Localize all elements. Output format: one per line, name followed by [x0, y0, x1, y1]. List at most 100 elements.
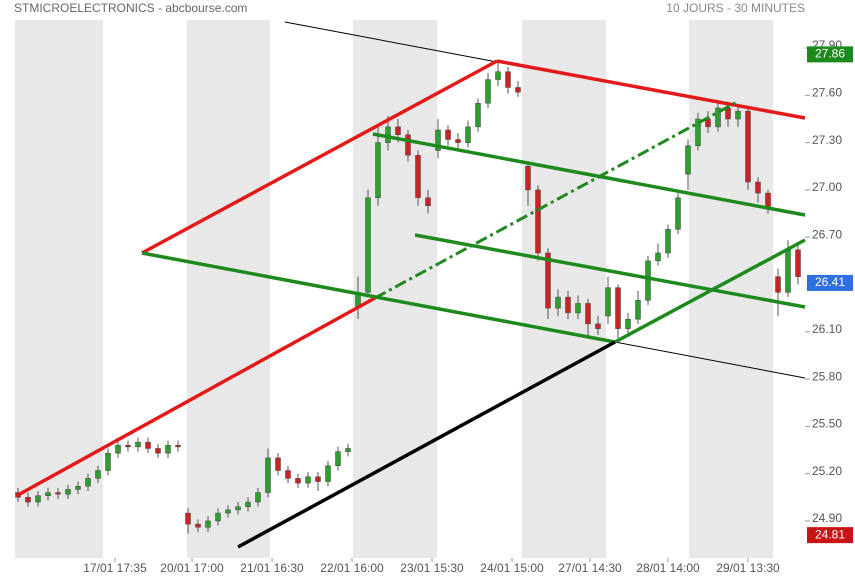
support-line: [237, 340, 616, 549]
candle-body: [695, 118, 701, 147]
price-label: 27.86: [815, 47, 845, 61]
median-line: [284, 21, 498, 63]
candle-body: [745, 110, 751, 183]
green-line: [372, 132, 806, 217]
candle-body: [625, 318, 631, 329]
candle-body: [785, 249, 791, 293]
candle-body: [465, 126, 471, 143]
candle-body: [75, 486, 81, 490]
candle-body: [605, 287, 611, 317]
candle-body: [315, 476, 321, 482]
candle-body: [45, 492, 51, 496]
candle-body: [245, 501, 251, 508]
candle-body: [505, 71, 511, 88]
candle-body: [515, 87, 521, 93]
candle-body: [225, 509, 231, 514]
x-tick-label: 24/01 15:00: [480, 561, 544, 575]
x-tick-label: 21/01 16:30: [240, 561, 304, 575]
chart-subtitle: 10 JOURS - 30 MINUTES: [666, 1, 805, 15]
session-band: [522, 20, 606, 558]
candle-body: [175, 445, 181, 448]
red-line: [496, 59, 806, 120]
candle-body: [755, 181, 761, 194]
x-tick-label: 28/01 14:00: [636, 561, 700, 575]
price-label: 24.81: [815, 527, 845, 541]
candle-body: [675, 197, 681, 230]
x-tick-label: 23/01 15:30: [400, 561, 464, 575]
candle-body: [205, 520, 211, 528]
candle-body: [195, 523, 201, 528]
price-label-box: [807, 46, 853, 63]
candle-body: [265, 457, 271, 493]
candle-body: [105, 452, 111, 471]
y-tick-label: 26.10: [812, 322, 842, 336]
chart-title: STMICROELECTRONICS - abcbourse.com: [14, 1, 247, 15]
x-tick-label: 20/01 17:00: [160, 561, 224, 575]
price-label-box: [807, 274, 853, 291]
candle-body: [735, 110, 741, 120]
x-tick-label: 22/01 16:00: [320, 561, 384, 575]
candle-body: [95, 470, 101, 479]
candle-body: [645, 260, 651, 301]
y-tick-label: 25.80: [812, 369, 842, 383]
red-line: [17, 296, 376, 497]
candle-body: [565, 296, 571, 314]
median-line: [614, 341, 806, 379]
candle-body: [405, 134, 411, 156]
candle-body: [65, 489, 71, 495]
candle-body: [145, 441, 151, 449]
candle-body: [345, 448, 351, 452]
candle-body: [655, 252, 661, 262]
candle-body: [575, 303, 581, 314]
candle-body: [55, 492, 61, 495]
y-tick-label: 25.20: [812, 464, 842, 478]
y-tick-label: 25.50: [812, 417, 842, 431]
candle-body: [365, 197, 371, 293]
y-tick-label: 27.00: [812, 180, 842, 194]
candle-body: [85, 478, 91, 487]
y-tick-label: 26.70: [812, 227, 842, 241]
candle-body: [495, 71, 501, 80]
session-band: [15, 20, 103, 558]
y-tick-label: 27.30: [812, 133, 842, 147]
candle-body: [545, 252, 551, 309]
y-tick-label: 24.90: [812, 511, 842, 525]
candle-body: [185, 512, 191, 525]
candle-body: [525, 166, 531, 191]
green-line: [614, 238, 806, 344]
y-tick-label: 27.60: [812, 86, 842, 100]
candle-body: [725, 107, 731, 120]
candle-body: [555, 296, 561, 309]
candle-body: [375, 142, 381, 199]
candle-body: [335, 451, 341, 467]
x-tick-label: 27/01 14:30: [558, 561, 622, 575]
candle-body: [435, 129, 441, 151]
candle-body: [135, 441, 141, 448]
candle-body: [115, 445, 121, 454]
candle-body: [635, 300, 641, 320]
green-line: [414, 233, 806, 309]
price-label: 26.41: [815, 275, 845, 289]
candle-body: [305, 476, 311, 484]
candle-body: [235, 506, 241, 511]
candle-body: [255, 492, 261, 503]
red-line: [141, 59, 498, 255]
candle-body: [325, 465, 331, 482]
candle-body: [215, 512, 221, 522]
candles: [15, 60, 801, 534]
candle-body: [475, 102, 481, 128]
session-bands: [15, 20, 773, 558]
x-tick-label: 17/01 17:35: [83, 561, 147, 575]
candle-body: [25, 497, 31, 503]
price-label-box: [807, 527, 853, 544]
candle-body: [285, 470, 291, 479]
candle-body: [415, 154, 421, 199]
trend-lines: [17, 21, 806, 549]
candle-body: [165, 445, 171, 454]
candle-body: [665, 229, 671, 254]
candle-body: [795, 249, 801, 277]
candle-body: [595, 323, 601, 329]
candle-body: [615, 287, 621, 329]
candle-body: [455, 139, 461, 143]
candle-body: [585, 303, 591, 325]
